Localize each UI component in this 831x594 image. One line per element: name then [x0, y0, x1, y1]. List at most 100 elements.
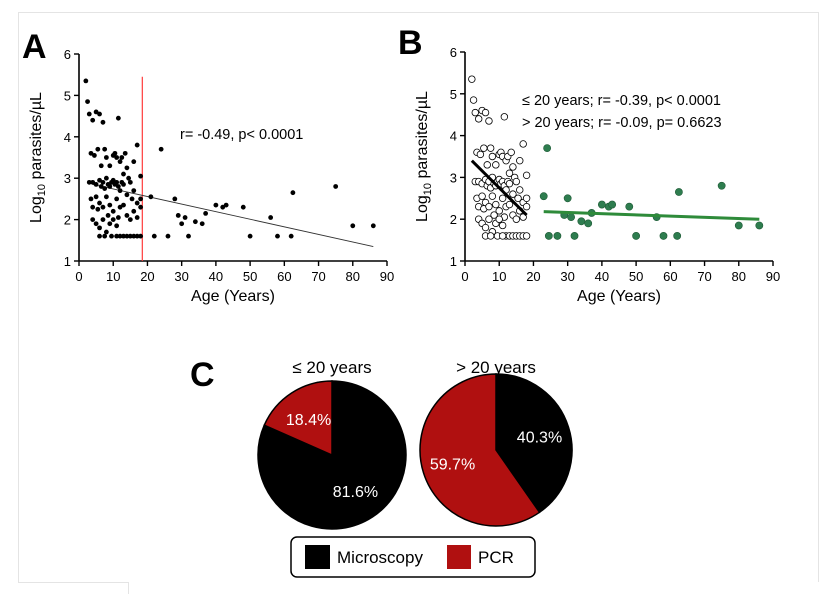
data-point	[119, 155, 125, 160]
legend-swatch-microscopy	[305, 545, 330, 569]
data-point	[90, 204, 96, 210]
data-point	[103, 194, 109, 200]
data-point	[117, 233, 123, 239]
y-axis-title-suffix: parasites/µL	[414, 91, 431, 183]
y-tick-label: 5	[64, 88, 71, 103]
page-frame-right	[818, 12, 819, 582]
data-point	[97, 111, 102, 117]
data-point	[179, 221, 185, 227]
data-point-young	[488, 152, 497, 161]
data-point	[203, 210, 209, 216]
data-point	[107, 202, 113, 208]
data-point	[151, 233, 157, 239]
correlation-annotation: r= -0.49, p< 0.0001	[180, 127, 303, 143]
y-tick-label: 2	[64, 213, 71, 228]
data-point	[138, 233, 144, 239]
x-tick-label: 40	[209, 269, 223, 284]
data-point-young	[514, 194, 522, 202]
data-point	[100, 204, 106, 210]
data-point	[107, 184, 113, 189]
annotation-young: ≤ 20 years; r= -0.39, p< 0.0001	[522, 93, 721, 109]
panel-c-letter: C	[190, 356, 215, 394]
data-point	[131, 159, 137, 165]
data-point	[100, 217, 106, 223]
data-point	[124, 233, 130, 239]
data-point	[97, 225, 102, 231]
data-point	[127, 233, 133, 239]
x-tick-label: 70	[697, 269, 711, 284]
data-point-young	[519, 140, 527, 148]
data-point	[98, 163, 104, 169]
data-point-young	[512, 215, 521, 223]
data-point	[121, 233, 126, 239]
data-point-older	[673, 232, 682, 240]
y-tick-label: 3	[64, 171, 71, 186]
data-point-young	[495, 207, 503, 215]
data-point	[114, 233, 120, 239]
data-point-young	[480, 144, 488, 152]
data-point-young	[522, 171, 531, 180]
y-tick-label: 1	[450, 254, 457, 269]
data-point	[268, 215, 274, 220]
data-point-young	[483, 161, 491, 169]
data-point-older	[632, 232, 641, 240]
data-point-older	[674, 188, 683, 196]
data-point	[121, 182, 126, 187]
y-tick-label: 5	[450, 87, 457, 102]
page-frame-bottom	[18, 582, 128, 583]
page-frame-tick	[128, 582, 129, 594]
data-point-older	[717, 181, 726, 190]
data-point	[102, 233, 108, 239]
data-point	[148, 194, 154, 200]
data-point	[158, 146, 164, 152]
data-point	[199, 221, 205, 227]
data-point	[114, 155, 120, 160]
data-point	[124, 192, 130, 198]
pie-title: ≤ 20 years	[292, 358, 371, 377]
data-point	[86, 179, 92, 185]
data-point	[129, 196, 135, 202]
data-point	[95, 146, 101, 152]
regression-line-young	[470, 159, 528, 217]
pie-slice-label: 18.4%	[286, 412, 331, 429]
data-point	[97, 200, 102, 206]
data-point	[131, 233, 137, 239]
data-point	[247, 233, 253, 239]
x-tick-label: 0	[461, 269, 468, 284]
data-point	[97, 233, 102, 239]
data-point	[88, 196, 94, 202]
data-point	[172, 196, 178, 202]
y-tick-label: 6	[64, 47, 71, 62]
data-point	[126, 175, 132, 181]
data-point	[333, 184, 339, 189]
data-point	[100, 119, 106, 125]
x-tick-label: 0	[75, 269, 82, 284]
data-point-young	[476, 150, 485, 159]
data-point	[213, 202, 219, 208]
data-point-young	[512, 177, 521, 186]
y-tick-label: 6	[450, 45, 457, 60]
page-frame-left	[18, 12, 19, 582]
regression-line	[92, 183, 374, 247]
annotation-older: > 20 years; r= -0.09, p= 0.6623	[522, 115, 722, 131]
data-point-young	[498, 232, 507, 240]
x-tick-label: 60	[277, 269, 291, 284]
data-point	[127, 217, 133, 223]
pie-slice-pcr	[263, 380, 333, 457]
data-point	[95, 206, 101, 212]
y-tick-label: 1	[64, 254, 71, 269]
data-point	[134, 215, 140, 220]
data-point-older	[553, 232, 562, 240]
legend-label-microscopy: Microscopy	[337, 548, 423, 567]
x-tick-label: 70	[311, 269, 325, 284]
data-point-young	[505, 169, 514, 177]
y-tick-label: 4	[64, 130, 71, 145]
data-point-older	[659, 232, 668, 240]
data-point	[290, 190, 296, 196]
data-point-young	[492, 200, 500, 209]
x-tick-label: 20	[140, 269, 154, 284]
data-point-young	[486, 232, 495, 240]
data-point	[102, 186, 108, 191]
